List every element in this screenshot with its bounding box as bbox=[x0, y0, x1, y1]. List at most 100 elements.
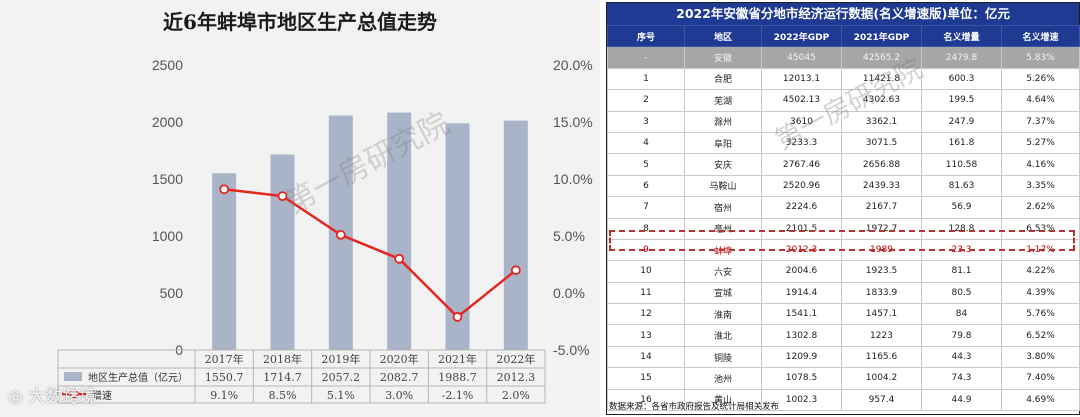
x-tick-label: 2020年 bbox=[380, 352, 419, 366]
table-cell: 1541.1 bbox=[761, 303, 842, 326]
table-cell: 淮北 bbox=[684, 324, 762, 347]
table-cell: 79.8 bbox=[921, 324, 1002, 347]
bar bbox=[270, 154, 295, 350]
table-cell: 4.69% bbox=[1001, 388, 1080, 412]
bar-data-label: 2012.3 bbox=[497, 371, 536, 384]
table-cell: 6.52% bbox=[1001, 324, 1080, 347]
line-data-label: 5.1% bbox=[327, 389, 355, 402]
brand-logo: ◎ 大数跨境 bbox=[8, 387, 97, 407]
y-tick-label: 2000 bbox=[152, 114, 183, 130]
table-cell: 2439.33 bbox=[841, 174, 922, 198]
column-header: 2021年GDP bbox=[841, 24, 922, 48]
table-cell: 5.76% bbox=[1001, 303, 1080, 326]
table-row: 6 马鞍山 2520.96 2439.33 81.63 3.35% bbox=[607, 174, 1080, 198]
table-cell: 2004.6 bbox=[761, 260, 842, 283]
line-point bbox=[510, 265, 521, 276]
table-cell: 80.5 bbox=[921, 281, 1002, 305]
table-cell: 3 bbox=[607, 110, 685, 133]
table-header-row: 序号 地区 2022年GDP 2021年GDP 名义增量 名义增速 bbox=[607, 24, 1080, 48]
table-cell: 56.9 bbox=[921, 196, 1002, 219]
column-header: 名义增速 bbox=[1001, 24, 1080, 48]
line-point bbox=[277, 191, 288, 202]
table-cell: 7.40% bbox=[1001, 367, 1080, 390]
table-cell: 4.64% bbox=[1001, 89, 1080, 112]
table-row: 14 铜陵 1209.9 1165.6 44.3 3.80% bbox=[607, 345, 1080, 369]
table-cell: 1923.5 bbox=[841, 260, 922, 283]
table-cell: 81.1 bbox=[921, 260, 1002, 283]
table-cell: 1165.6 bbox=[841, 345, 922, 369]
table-row: 5 安庆 2767.46 2656.88 110.58 4.16% bbox=[607, 153, 1080, 176]
table-cell: 5.83% bbox=[1001, 46, 1080, 69]
table-cell: 110.58 bbox=[921, 153, 1002, 176]
table-cell: 铜陵 bbox=[684, 345, 762, 369]
table-cell: 4 bbox=[607, 131, 685, 155]
bar-data-label: 1550.7 bbox=[205, 371, 244, 384]
table-cell: 7.37% bbox=[1001, 110, 1080, 133]
bar bbox=[503, 120, 528, 350]
table-row: 12 淮南 1541.1 1457.1 84 5.76% bbox=[607, 303, 1080, 326]
table-row: 11 宣城 1914.4 1833.9 80.5 4.39% bbox=[607, 281, 1080, 305]
table-cell: 10 bbox=[607, 260, 685, 283]
table-cell: 199.5 bbox=[921, 89, 1002, 112]
table-source-note: 数据来源：各省市政府报告及统计局相关发布 bbox=[609, 402, 780, 412]
line-point bbox=[394, 253, 405, 264]
bar-data-label: 1988.7 bbox=[438, 371, 477, 384]
bar bbox=[212, 173, 237, 350]
table-cell: 5 bbox=[607, 153, 685, 176]
line-data-label: 3.0% bbox=[385, 389, 413, 402]
table-cell: 11 bbox=[607, 281, 685, 305]
table-cell: 合肥 bbox=[684, 67, 762, 91]
table-row: 8 亳州 2101.5 1972.7 128.8 6.53% bbox=[607, 217, 1080, 240]
line-data-label: 8.5% bbox=[269, 389, 297, 402]
line-data-label: -2.1% bbox=[442, 389, 474, 402]
table-cell: 44.9 bbox=[921, 388, 1002, 412]
x-tick-label: 2022年 bbox=[496, 352, 535, 366]
table-cell: 阜阳 bbox=[684, 131, 762, 155]
x-tick-label: 2017年 bbox=[205, 352, 244, 366]
table-cell: 1209.9 bbox=[761, 345, 842, 369]
table-row: 3 滁州 3610 3362.1 247.9 7.37% bbox=[607, 110, 1080, 133]
column-header: 2022年GDP bbox=[761, 24, 842, 48]
line-data-label: 2.0% bbox=[502, 389, 530, 402]
table-cell: 2520.96 bbox=[761, 174, 842, 198]
y2-tick-label: -5.0% bbox=[553, 342, 590, 358]
table-cell: 4.22% bbox=[1001, 260, 1080, 283]
table-cell: 安庆 bbox=[684, 153, 762, 176]
table-cell: 6 bbox=[607, 174, 685, 198]
bar bbox=[387, 112, 412, 350]
table-cell: 161.8 bbox=[921, 131, 1002, 155]
table-cell: 1302.8 bbox=[761, 324, 842, 347]
table-cell: 7 bbox=[607, 196, 685, 219]
table-cell: - bbox=[607, 46, 685, 69]
chart-title: 近6年蚌埠市地区生产总值走势 bbox=[163, 10, 437, 34]
table-cell: 14 bbox=[607, 345, 685, 369]
table-cell: 六安 bbox=[684, 260, 762, 283]
table-cell: 3.35% bbox=[1001, 174, 1080, 198]
table-cell: 2.62% bbox=[1001, 196, 1080, 219]
table-cell: 45045 bbox=[761, 46, 842, 69]
y2-tick-label: 15.0% bbox=[553, 114, 593, 130]
table-cell: 5.27% bbox=[1001, 131, 1080, 155]
table-cell: 1223 bbox=[841, 324, 922, 347]
watermark-text: 第一房研究院 bbox=[280, 106, 455, 221]
table-row: 10 六安 2004.6 1923.5 81.1 4.22% bbox=[607, 260, 1080, 283]
column-header: 名义增量 bbox=[921, 24, 1002, 48]
table-cell: 4.16% bbox=[1001, 153, 1080, 176]
table-cell: 5.26% bbox=[1001, 67, 1080, 91]
table-cell: 淮南 bbox=[684, 303, 762, 326]
table-cell: 滁州 bbox=[684, 110, 762, 133]
table-cell: 247.9 bbox=[921, 110, 1002, 133]
line-point bbox=[335, 229, 346, 240]
column-header: 地区 bbox=[684, 24, 762, 48]
y2-tick-label: 0.0% bbox=[553, 285, 585, 301]
gdp-trend-chart: 近6年蚌埠市地区生产总值走势05001000150020002500-5.0%0… bbox=[57, 10, 593, 404]
table-cell: 2656.88 bbox=[841, 153, 922, 176]
table-cell: 81.63 bbox=[921, 174, 1002, 198]
table-cell: 1078.5 bbox=[761, 367, 842, 390]
table-cell: 600.3 bbox=[921, 67, 1002, 91]
bar-data-label: 1714.7 bbox=[263, 371, 302, 384]
anhui-gdp-table-panel: 2022年安徽省分地市经济运行数据(名义增速版)单位：亿元 序号 地区 2022年G… bbox=[606, 2, 1080, 415]
legend-line-marker bbox=[69, 389, 79, 399]
y2-tick-label: 5.0% bbox=[553, 228, 585, 244]
table-cell: 2224.6 bbox=[761, 196, 842, 219]
